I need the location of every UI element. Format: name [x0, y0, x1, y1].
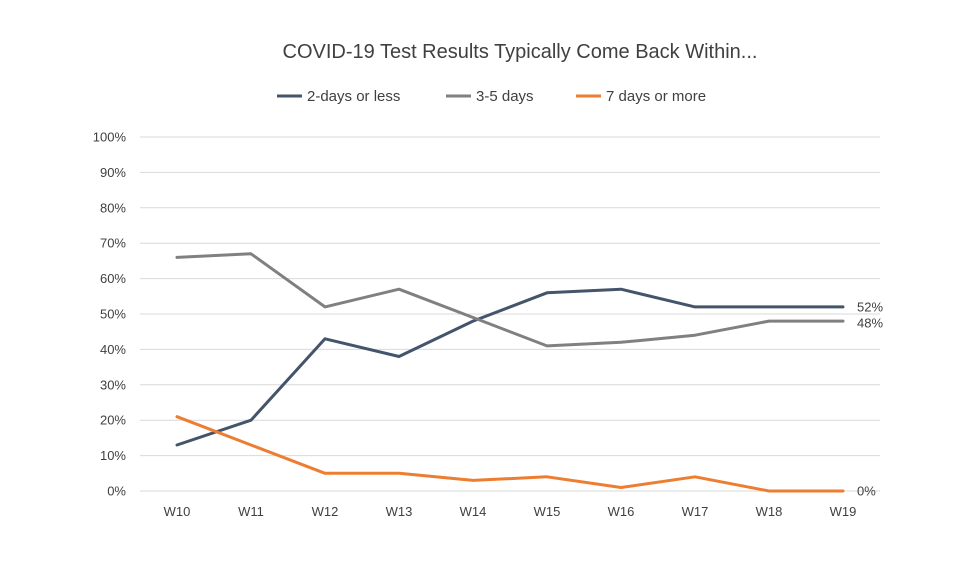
y-tick-label: 100%: [93, 130, 127, 145]
end-value-label: 52%: [857, 299, 883, 314]
y-tick-label: 70%: [100, 236, 126, 251]
y-tick-label: 40%: [100, 342, 126, 357]
x-tick-label: W11: [238, 504, 264, 519]
x-tick-label: W10: [164, 504, 191, 519]
end-value-label: 48%: [857, 316, 883, 331]
gridlines: [140, 136, 880, 492]
legend-label: 7 days or more: [606, 88, 706, 105]
y-tick-label: 30%: [100, 377, 126, 392]
x-tick-label: W17: [682, 504, 709, 519]
y-tick-label: 50%: [100, 307, 126, 322]
series-line-1: [175, 287, 845, 447]
legend-label: 3-5 days: [476, 88, 534, 105]
x-tick-label: W13: [386, 504, 413, 519]
legend: 2-days or less 3-5 days 7 days or more: [277, 88, 706, 105]
y-axis-ticks: 0% 10% 20% 30% 40% 50% 60% 70% 80% 90% 100%: [93, 130, 127, 499]
x-tick-label: W19: [830, 504, 857, 519]
series-line-3: [175, 415, 845, 493]
series-lines: [175, 252, 845, 493]
y-tick-label: 0%: [107, 484, 126, 499]
x-tick-label: W16: [608, 504, 635, 519]
legend-label: 2-days or less: [307, 88, 400, 105]
y-tick-label: 10%: [100, 448, 126, 463]
end-value-label: 0%: [857, 484, 876, 499]
x-tick-label: W15: [534, 504, 561, 519]
y-tick-label: 80%: [100, 200, 126, 215]
y-tick-label: 20%: [100, 413, 126, 428]
series-line-2: [175, 252, 845, 348]
x-axis-ticks: W10 W11 W12 W13 W14 W15 W16 W17 W18 W19: [164, 504, 857, 519]
end-labels: 52% 48% 0%: [857, 299, 883, 498]
y-tick-label: 60%: [100, 271, 126, 286]
x-tick-label: W12: [312, 504, 339, 519]
x-tick-label: W18: [756, 504, 783, 519]
x-tick-label: W14: [460, 504, 487, 519]
chart-title: COVID-19 Test Results Typically Come Bac…: [283, 41, 758, 63]
y-tick-label: 90%: [100, 165, 126, 180]
